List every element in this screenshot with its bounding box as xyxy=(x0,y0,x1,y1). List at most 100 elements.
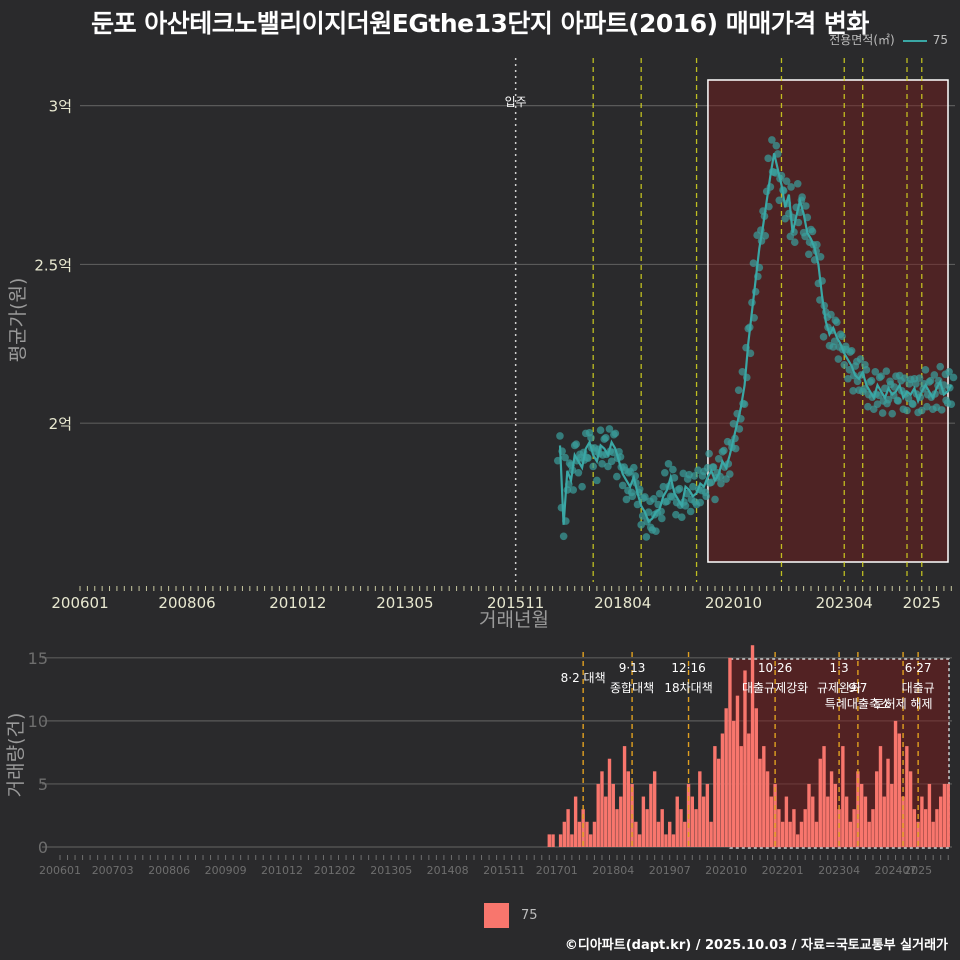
price-point xyxy=(717,479,725,488)
volume-bar xyxy=(615,809,619,847)
volume-bar xyxy=(679,809,683,847)
price-point xyxy=(613,472,621,481)
volume-x-tick-label: 201408 xyxy=(427,864,469,877)
price-point xyxy=(641,493,649,501)
volume-x-tick-label: 200806 xyxy=(148,864,190,877)
volume-bar xyxy=(713,746,717,847)
price-point xyxy=(686,507,695,516)
volume-bar xyxy=(694,809,698,847)
move-in-label: 입주 xyxy=(505,95,527,109)
volume-x-tick-label: 200703 xyxy=(92,864,134,877)
volume-bar xyxy=(705,783,710,847)
volume-x-tick-label: 201804 xyxy=(592,864,634,877)
price-point xyxy=(801,232,809,241)
volume-bar xyxy=(604,796,608,847)
volume-bar xyxy=(939,796,943,847)
volume-x-tick-label: 200909 xyxy=(205,864,247,877)
volume-bar xyxy=(750,645,755,847)
legend-bottom: 75 xyxy=(484,903,538,928)
volume-bar xyxy=(927,783,932,847)
price-point xyxy=(569,486,578,494)
price-point xyxy=(787,183,795,191)
price-x-tick-label: 202304 xyxy=(816,594,873,612)
volume-bar xyxy=(882,796,886,847)
price-point xyxy=(596,426,605,434)
volume-bar xyxy=(765,771,770,847)
price-point xyxy=(627,488,636,497)
volume-bar xyxy=(901,796,905,847)
price-point xyxy=(908,399,916,408)
volume-bar xyxy=(668,821,672,847)
price-point xyxy=(884,395,893,404)
price-point xyxy=(729,420,738,428)
volume-bar xyxy=(875,771,879,847)
volume-y-axis-title: 거래량(건) xyxy=(5,713,27,798)
volume-bar xyxy=(758,758,762,847)
policy-label: 1·3 xyxy=(830,661,849,675)
price-point xyxy=(731,444,740,453)
legend-top-label: 75 xyxy=(932,33,948,47)
volume-x-tick-label: 202407 xyxy=(875,864,917,877)
volume-bar xyxy=(893,720,898,847)
volume-bar xyxy=(645,809,649,847)
volume-bar xyxy=(871,809,875,847)
price-highlight-region xyxy=(707,79,949,563)
price-point xyxy=(677,513,686,522)
price-point xyxy=(816,253,825,261)
volume-x-tick-label: 201012 xyxy=(261,864,303,877)
price-point xyxy=(949,373,958,382)
price-point xyxy=(605,425,614,433)
price-point xyxy=(714,454,723,463)
volume-bar xyxy=(788,821,792,847)
price-point xyxy=(847,347,856,355)
volume-bar xyxy=(660,809,664,847)
volume-bar xyxy=(573,796,578,847)
price-point xyxy=(559,532,568,541)
price-point xyxy=(574,468,583,477)
volume-bar xyxy=(577,821,582,847)
price-point xyxy=(768,136,776,144)
price-point xyxy=(930,371,939,379)
price-point xyxy=(734,386,743,394)
policy-label: 토허제 해제 xyxy=(874,697,933,711)
price-point xyxy=(921,366,930,374)
volume-bar xyxy=(852,809,856,847)
policy-label: 9·7 xyxy=(848,681,867,695)
price-point xyxy=(830,337,839,346)
policy-label: 대출규 xyxy=(902,681,935,695)
price-point xyxy=(556,432,564,440)
volume-bar xyxy=(562,821,567,847)
price-point xyxy=(841,342,850,351)
volume-bar xyxy=(664,834,668,847)
price-y-axis-title: 평균가(원) xyxy=(7,278,29,363)
volume-bar xyxy=(747,733,751,847)
volume-bar xyxy=(596,783,600,847)
volume-bar xyxy=(946,783,950,847)
policy-label: 10·26 xyxy=(758,661,792,675)
price-point xyxy=(840,360,849,369)
price-x-tick-label: 201012 xyxy=(269,594,326,612)
volume-bar xyxy=(886,758,890,847)
policy-label: 종합대책 xyxy=(610,680,654,695)
legend-bottom-label: 75 xyxy=(521,908,538,923)
price-point xyxy=(871,367,880,376)
volume-bar xyxy=(780,821,785,847)
volume-bar xyxy=(792,809,796,847)
price-point xyxy=(893,396,902,405)
price-point xyxy=(862,366,871,374)
price-point xyxy=(926,376,935,385)
volume-x-tick-label: 201202 xyxy=(314,864,356,877)
price-point xyxy=(664,460,673,468)
volume-bar xyxy=(690,796,694,847)
price-y-tick-label: 2.5억 xyxy=(34,256,72,274)
volume-y-tick-label: 10 xyxy=(28,712,48,731)
footer-credit: ©디아파트(dapt.kr) / 2025.10.03 / 자료=국토교통부 실… xyxy=(564,938,948,953)
price-point xyxy=(764,154,773,163)
price-point xyxy=(819,333,828,341)
volume-bar xyxy=(762,746,766,847)
price-point xyxy=(827,310,835,319)
price-point xyxy=(901,374,909,382)
volume-bar xyxy=(799,821,804,847)
price-point xyxy=(661,468,669,477)
price-point xyxy=(829,343,837,351)
